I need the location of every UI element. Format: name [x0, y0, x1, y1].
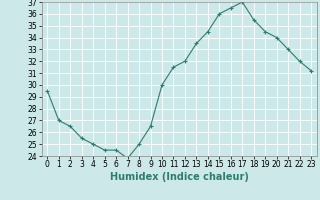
- X-axis label: Humidex (Indice chaleur): Humidex (Indice chaleur): [110, 172, 249, 182]
